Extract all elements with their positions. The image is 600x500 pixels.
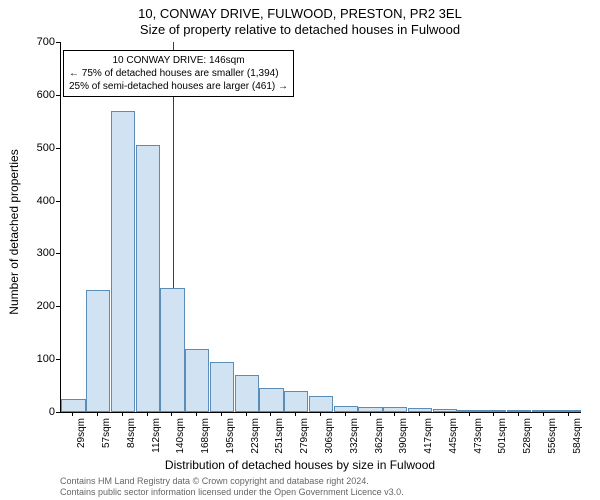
histogram-bar [532, 410, 556, 412]
y-tick-label: 300 [25, 247, 55, 259]
x-tick-label: 584sqm [572, 418, 583, 458]
x-tick-mark [171, 412, 172, 416]
y-tick-label: 400 [25, 195, 55, 207]
x-tick-label: 57sqm [101, 418, 112, 458]
x-tick-label: 501sqm [497, 418, 508, 458]
x-tick-mark [370, 412, 371, 416]
x-tick-label: 556sqm [547, 418, 558, 458]
x-tick-mark [295, 412, 296, 416]
annotation-box: 10 CONWAY DRIVE: 146sqm ← 75% of detache… [63, 50, 294, 97]
x-tick-mark [196, 412, 197, 416]
y-tick-mark [56, 412, 60, 413]
y-tick-label: 0 [25, 406, 55, 418]
attribution-line1: Contains HM Land Registry data © Crown c… [60, 476, 404, 487]
histogram-bar [160, 288, 184, 412]
x-tick-label: 251sqm [274, 418, 285, 458]
x-tick-label: 417sqm [423, 418, 434, 458]
x-tick-label: 279sqm [299, 418, 310, 458]
y-tick-mark [56, 95, 60, 96]
histogram-bar [334, 406, 358, 412]
y-tick-mark [56, 148, 60, 149]
x-axis-label: Distribution of detached houses by size … [0, 458, 600, 472]
x-tick-mark [270, 412, 271, 416]
x-tick-mark [345, 412, 346, 416]
histogram-bar [210, 362, 234, 412]
x-tick-mark [568, 412, 569, 416]
y-tick-label: 100 [25, 353, 55, 365]
annotation-line1: 10 CONWAY DRIVE: 146sqm [69, 54, 288, 67]
histogram-bar [136, 145, 160, 412]
y-tick-mark [56, 253, 60, 254]
histogram-bar [309, 396, 333, 412]
histogram-bar [259, 388, 283, 412]
y-tick-label: 200 [25, 300, 55, 312]
x-tick-label: 84sqm [126, 418, 137, 458]
annotation-line3: 25% of semi-detached houses are larger (… [69, 80, 288, 93]
x-tick-mark [147, 412, 148, 416]
histogram-bar [185, 349, 209, 412]
histogram-bar [556, 410, 580, 412]
x-tick-mark [122, 412, 123, 416]
histogram-bar [235, 375, 259, 412]
x-tick-label: 112sqm [151, 418, 162, 458]
histogram-chart: 10, CONWAY DRIVE, FULWOOD, PRESTON, PR2 … [0, 0, 600, 500]
y-tick-mark [56, 359, 60, 360]
x-tick-label: 306sqm [324, 418, 335, 458]
histogram-bar [61, 399, 85, 412]
histogram-bar [86, 290, 110, 412]
x-tick-mark [394, 412, 395, 416]
x-tick-mark [97, 412, 98, 416]
x-tick-label: 473sqm [473, 418, 484, 458]
y-tick-mark [56, 42, 60, 43]
x-tick-label: 168sqm [200, 418, 211, 458]
attribution-text: Contains HM Land Registry data © Crown c… [60, 476, 404, 498]
x-tick-mark [469, 412, 470, 416]
x-tick-mark [518, 412, 519, 416]
y-tick-label: 700 [25, 36, 55, 48]
x-tick-label: 362sqm [374, 418, 385, 458]
y-tick-label: 600 [25, 89, 55, 101]
attribution-line2: Contains public sector information licen… [60, 487, 404, 498]
x-tick-label: 195sqm [225, 418, 236, 458]
plot-area [60, 42, 581, 413]
x-tick-label: 528sqm [522, 418, 533, 458]
annotation-line2: ← 75% of detached houses are smaller (1,… [69, 67, 288, 80]
x-tick-mark [493, 412, 494, 416]
x-tick-mark [444, 412, 445, 416]
x-tick-label: 445sqm [448, 418, 459, 458]
y-tick-label: 500 [25, 142, 55, 154]
x-tick-mark [221, 412, 222, 416]
histogram-bar [457, 410, 481, 412]
chart-title-description: Size of property relative to detached ho… [0, 22, 600, 37]
x-tick-label: 140sqm [175, 418, 186, 458]
x-tick-mark [419, 412, 420, 416]
x-tick-mark [320, 412, 321, 416]
y-tick-mark [56, 201, 60, 202]
x-tick-mark [246, 412, 247, 416]
histogram-bar [433, 409, 457, 412]
y-axis-label: Number of detached properties [7, 149, 21, 314]
chart-title-address: 10, CONWAY DRIVE, FULWOOD, PRESTON, PR2 … [0, 6, 600, 21]
x-tick-label: 332sqm [349, 418, 360, 458]
x-tick-mark [72, 412, 73, 416]
x-tick-label: 223sqm [250, 418, 261, 458]
histogram-bar [111, 111, 135, 412]
histogram-bar [284, 391, 308, 412]
x-tick-mark [543, 412, 544, 416]
x-tick-label: 390sqm [398, 418, 409, 458]
y-tick-mark [56, 306, 60, 307]
x-tick-label: 29sqm [76, 418, 87, 458]
